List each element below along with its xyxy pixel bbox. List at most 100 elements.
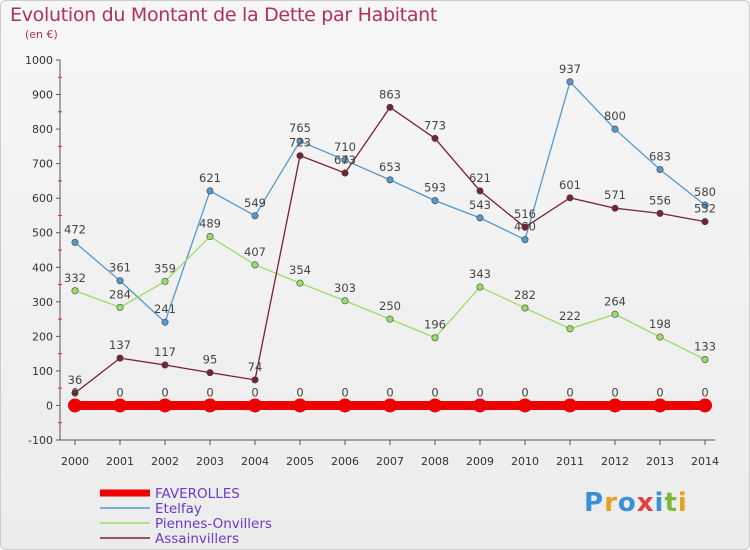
data-label: 571 (604, 188, 626, 202)
series-assainvillers: 36 137 117 95 74 723 673 863 773 621 516 601 571 556 5… (68, 87, 716, 397)
data-label: 0 (566, 385, 573, 399)
data-point (566, 78, 574, 86)
data-point (611, 310, 619, 318)
data-label: 0 (431, 385, 438, 399)
data-point (701, 356, 709, 364)
y-tick-label: 0 (46, 399, 53, 412)
data-point (116, 277, 124, 285)
data-point (341, 156, 349, 164)
data-point (71, 238, 79, 246)
x-tick-label: 2004 (241, 455, 269, 468)
data-point (476, 214, 484, 222)
data-point (386, 176, 394, 184)
data-point (71, 287, 79, 295)
x-tick-label: 2005 (286, 455, 314, 468)
data-label: 0 (521, 385, 528, 399)
data-point (251, 212, 259, 220)
data-point (656, 209, 664, 217)
x-tick-label: 2002 (151, 455, 179, 468)
legend-label: Piennes-Onvillers (155, 516, 272, 532)
data-label: 407 (244, 245, 266, 259)
data-label: 800 (604, 109, 626, 123)
data-label: 137 (109, 338, 131, 352)
data-label: 516 (514, 207, 536, 221)
y-tick-label: -100 (28, 434, 53, 447)
data-label: 241 (154, 302, 176, 316)
data-point (203, 398, 217, 413)
data-point (476, 283, 484, 291)
x-tick-label: 2013 (646, 455, 674, 468)
data-point (206, 233, 214, 241)
data-point (338, 398, 352, 413)
legend-item: Piennes-Onvillers (100, 516, 272, 532)
legend-label: FAVEROLLES (155, 486, 240, 502)
legend-item: Assainvillers (100, 531, 239, 547)
data-point (296, 279, 304, 287)
data-label: 937 (559, 62, 581, 76)
data-label: 773 (424, 118, 446, 132)
x-tick-label: 2007 (376, 455, 404, 468)
data-label: 0 (476, 385, 483, 399)
data-point (473, 398, 487, 413)
y-tick-label: 1000 (25, 54, 53, 67)
data-label: 0 (161, 385, 168, 399)
x-tick-label: 2011 (556, 455, 584, 468)
data-point (431, 334, 439, 342)
y-tick-label: 300 (32, 296, 53, 309)
x-tick-label: 2010 (511, 455, 539, 468)
data-point (698, 398, 712, 413)
data-label: 653 (379, 160, 401, 174)
data-point (656, 333, 664, 341)
data-label: 95 (203, 353, 218, 367)
data-label: 361 (109, 261, 131, 275)
data-point (341, 297, 349, 305)
data-point (206, 187, 214, 195)
data-label: 683 (649, 150, 671, 164)
data-point (386, 315, 394, 323)
x-tick-label: 2008 (421, 455, 449, 468)
data-point (161, 318, 169, 326)
y-tick-label: 500 (32, 227, 53, 240)
data-label: 710 (334, 140, 356, 154)
data-point (476, 187, 484, 195)
y-tick-label: 800 (32, 123, 53, 136)
data-point (521, 223, 529, 231)
legend-label: Assainvillers (155, 531, 239, 547)
data-label: 621 (199, 171, 221, 185)
data-label: 264 (604, 294, 626, 308)
data-point (608, 398, 622, 413)
data-label: 472 (64, 222, 86, 236)
data-point (116, 303, 124, 311)
data-point (293, 398, 307, 413)
data-point (248, 398, 262, 413)
data-point (521, 236, 529, 244)
data-label: 74 (248, 360, 263, 374)
x-tick-label: 2001 (106, 455, 134, 468)
y-tick-label: 900 (32, 89, 53, 102)
data-label: 0 (296, 385, 303, 399)
x-tick-label: 2009 (466, 455, 494, 468)
data-label: 580 (694, 185, 716, 199)
data-point (251, 261, 259, 269)
data-point (158, 398, 172, 413)
data-label: 0 (656, 385, 663, 399)
x-tick-label: 2006 (331, 455, 359, 468)
data-label: 532 (694, 202, 716, 216)
data-point (161, 361, 169, 369)
series-piennes-onvillers: 332 284 359 489 407 354 303 250 196 343 282 222 264 1… (64, 217, 716, 364)
data-point (428, 398, 442, 413)
data-label: 556 (649, 193, 671, 207)
x-tick-label: 2014 (691, 455, 719, 468)
data-point (701, 218, 709, 226)
data-point (383, 398, 397, 413)
data-label: 765 (289, 121, 311, 135)
data-point (431, 197, 439, 205)
data-label: 222 (559, 309, 581, 323)
y-tick-label: 200 (32, 330, 53, 343)
data-label: 133 (694, 340, 716, 354)
data-label: 0 (386, 385, 393, 399)
data-point (656, 166, 664, 174)
data-point (296, 137, 304, 145)
data-point (341, 169, 349, 177)
